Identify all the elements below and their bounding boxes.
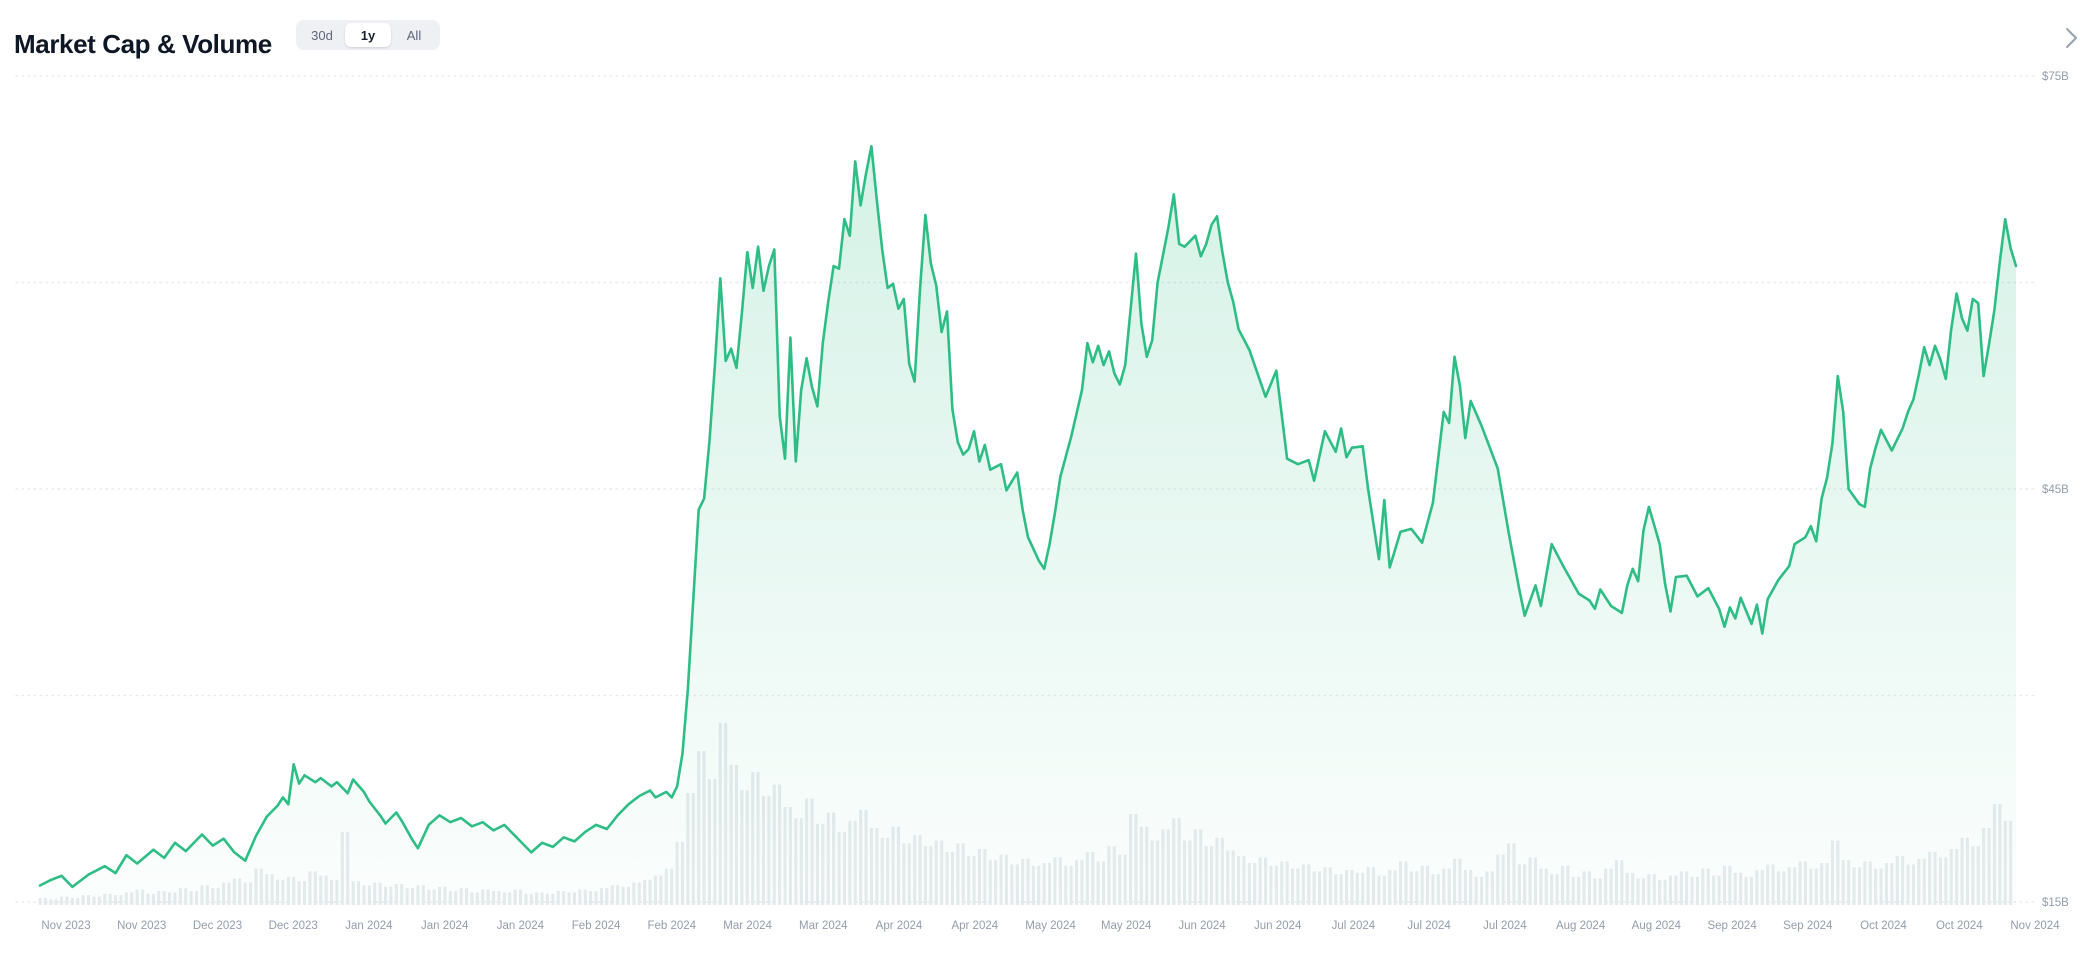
x-axis-label: Feb 2024 xyxy=(647,920,696,932)
x-axis-label: Jul 2024 xyxy=(1407,920,1451,932)
y-axis-label: $45B xyxy=(2042,484,2069,496)
x-axis-label: Nov 2023 xyxy=(41,920,90,932)
x-axis-label: Oct 2024 xyxy=(1936,920,1983,932)
x-axis-label: Dec 2023 xyxy=(193,920,242,932)
range-button-all[interactable]: All xyxy=(391,23,437,47)
x-axis-label: Nov 2023 xyxy=(117,920,166,932)
chevron-right-icon[interactable] xyxy=(2064,26,2080,50)
time-range-selector: 30d 1y All xyxy=(296,20,440,50)
y-axis-labels: $75B $45B $15B xyxy=(2042,71,2069,909)
range-button-30d[interactable]: 30d xyxy=(299,23,345,47)
x-axis-label: Apr 2024 xyxy=(876,920,923,932)
x-axis-labels: Nov 2023 Nov 2023 Dec 2023 Dec 2023 Jan 2024… xyxy=(41,920,2060,932)
x-axis-label: Feb 2024 xyxy=(572,920,621,932)
y-axis-label: $75B xyxy=(2042,71,2069,83)
x-axis-label: Jun 2024 xyxy=(1254,920,1302,932)
x-axis-label: Sep 2024 xyxy=(1707,920,1757,932)
x-axis-label: Oct 2024 xyxy=(1860,920,1907,932)
x-axis-label: Jan 2024 xyxy=(345,920,393,932)
x-axis-label: May 2024 xyxy=(1025,920,1076,932)
x-axis-label: Mar 2024 xyxy=(723,920,772,932)
x-axis-label: Jan 2024 xyxy=(497,920,545,932)
x-axis-label: Dec 2023 xyxy=(269,920,318,932)
x-axis-label: Aug 2024 xyxy=(1632,920,1682,932)
x-axis-label: Jun 2024 xyxy=(1178,920,1226,932)
x-axis-label: Apr 2024 xyxy=(951,920,998,932)
x-axis-label: Aug 2024 xyxy=(1556,920,1606,932)
market-cap-line xyxy=(38,144,2018,889)
x-axis-label: Jan 2024 xyxy=(421,920,469,932)
x-axis-label: Jul 2024 xyxy=(1483,920,1527,932)
y-axis-label: $15B xyxy=(2042,897,2069,909)
x-axis-label: Jul 2024 xyxy=(1332,920,1376,932)
range-button-1y[interactable]: 1y xyxy=(345,23,391,47)
x-axis-label: Nov 2024 xyxy=(2010,920,2060,932)
page-title: Market Cap & Volume xyxy=(14,29,272,60)
market-cap-area xyxy=(40,146,2016,905)
x-axis-label: May 2024 xyxy=(1101,920,1152,932)
x-axis-label: Mar 2024 xyxy=(799,920,848,932)
x-axis-label: Sep 2024 xyxy=(1783,920,1833,932)
